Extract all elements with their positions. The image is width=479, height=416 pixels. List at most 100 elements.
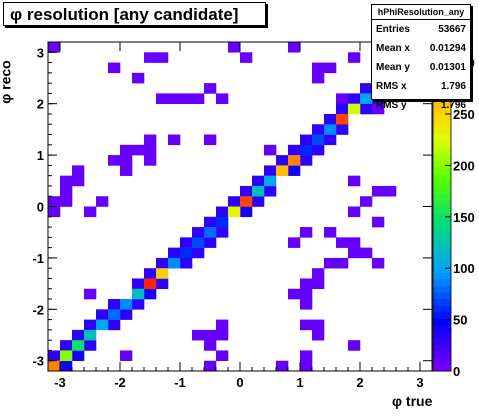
heatmap-bin	[312, 124, 325, 135]
heatmap-bin	[288, 144, 301, 156]
color-bar-segment	[433, 318, 451, 326]
color-bar-segment	[433, 305, 451, 313]
y-tick-label: 0	[37, 200, 44, 215]
heatmap-bin	[72, 165, 85, 176]
heatmap-bin	[60, 360, 73, 372]
heatmap-bin	[120, 155, 133, 166]
heatmap-bin	[144, 288, 157, 300]
stats-label: RMS y	[376, 100, 407, 111]
heatmap-bin	[60, 175, 73, 187]
heatmap-bin	[192, 237, 205, 248]
color-bar-segment	[433, 114, 451, 122]
color-bar-segment	[433, 107, 451, 115]
color-bar-segment	[433, 219, 451, 227]
heatmap-bin	[240, 206, 253, 218]
y-tick-label: -1	[32, 251, 44, 266]
heatmap-bin	[144, 52, 157, 63]
heatmap-bin	[300, 144, 313, 156]
heatmap-bin	[276, 360, 289, 372]
heatmap-bin	[336, 237, 349, 248]
color-bar-segment	[433, 226, 451, 234]
heatmap-bin	[48, 360, 61, 372]
heatmap-bin	[348, 340, 361, 351]
y-tick-label: 3	[37, 45, 44, 60]
color-bar-segment	[433, 357, 451, 365]
heatmap-bin	[120, 309, 133, 320]
stats-rows: Entries 53667 Mean x 0.01294 Mean y 0.01301 RM…	[372, 20, 470, 115]
heatmap-bin	[288, 288, 301, 300]
heatmap-bin	[48, 196, 61, 207]
heatmap-bin	[108, 309, 121, 320]
z-tick-label: 100	[453, 261, 475, 276]
heatmap-bin	[84, 319, 97, 331]
color-bar-segment	[433, 272, 451, 280]
heatmap-bin	[312, 319, 325, 331]
heatmap-bin	[192, 227, 205, 238]
color-bar-segment	[433, 120, 451, 128]
heatmap-bin	[324, 124, 337, 135]
heatmap-bin	[252, 196, 265, 207]
color-bar-segment	[433, 292, 451, 300]
color-bar-segment	[433, 298, 451, 306]
heatmap-bin	[72, 340, 85, 351]
color-bar-segment	[433, 199, 451, 207]
heatmap-bin	[216, 329, 229, 341]
color-bar-segment	[433, 331, 451, 339]
heatmap-bin	[228, 42, 241, 53]
color-bar-segment	[433, 324, 451, 332]
heatmap-bin	[336, 103, 349, 115]
heatmap-bin	[132, 299, 145, 310]
heatmap-bin	[312, 278, 325, 290]
heatmap-bin	[348, 175, 361, 187]
heatmap-bin	[72, 350, 85, 362]
color-bar-segment	[433, 338, 451, 346]
heatmap-bin	[216, 227, 229, 238]
color-bar-segment	[433, 101, 451, 109]
heatmap-bin	[132, 288, 145, 300]
heatmap-bin	[300, 227, 313, 238]
heatmap-bin	[132, 72, 145, 84]
z-tick-label: 150	[453, 210, 475, 225]
heatmap-bin	[156, 278, 169, 290]
heatmap-bin	[348, 52, 361, 63]
heatmap-bin	[96, 319, 109, 331]
heatmap-bin	[216, 216, 229, 228]
heatmap-bin	[96, 309, 109, 320]
heatmap-bin	[144, 144, 157, 156]
stats-label: Entries	[376, 24, 410, 35]
x-tick-label: -1	[174, 375, 186, 390]
x-tick-label: 2	[356, 375, 363, 390]
heatmap-bin	[384, 185, 397, 197]
y-tick-label: -3	[32, 354, 44, 369]
heatmap-bin	[300, 350, 313, 362]
heatmap-bin	[144, 278, 157, 290]
heatmap-bin	[168, 134, 181, 146]
heatmap-bin	[264, 185, 277, 197]
y-tick-label: 1	[37, 148, 44, 163]
y-tick-label: -2	[32, 302, 44, 317]
color-bar-segment	[433, 285, 451, 293]
color-bar-segment	[433, 127, 451, 135]
heatmap-bin	[348, 237, 361, 248]
color-bar-segment	[433, 180, 451, 188]
heatmap-bin	[264, 165, 277, 176]
color-bar-segment	[433, 311, 451, 319]
heatmap-bin	[324, 257, 337, 269]
heatmap-bin	[300, 278, 313, 290]
heatmap-bin	[144, 155, 157, 166]
z-tick-label: 0	[453, 364, 460, 379]
heatmap-bin	[216, 206, 229, 218]
color-bar-segment	[433, 278, 451, 286]
heatmap-bin	[84, 206, 97, 218]
heatmap-bin	[204, 134, 217, 146]
heatmap-bin	[72, 175, 85, 187]
color-bar-segment	[433, 206, 451, 214]
heatmap-bin	[360, 196, 373, 207]
heatmap-bin	[60, 196, 73, 207]
color-bar-segment	[433, 186, 451, 194]
heatmap-bin	[360, 247, 373, 259]
x-tick-label: 1	[296, 375, 303, 390]
heatmap-bin	[300, 155, 313, 166]
heatmap-bin	[288, 165, 301, 176]
